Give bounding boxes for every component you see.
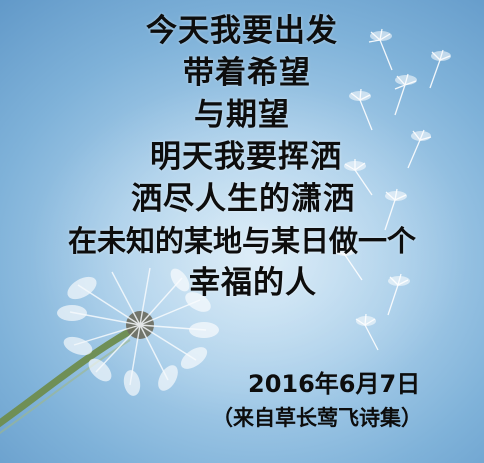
poem-line: 在未知的某地与某日做一个 (67, 224, 416, 258)
poem-text: 今天我要出发 带着希望 与期望 明天我要挥洒 洒尽人生的潇洒 在未知的某地与某日… (0, 10, 484, 304)
dandelion-stem-highlight (0, 339, 131, 435)
poem-line: 带着希望 (183, 55, 311, 91)
poem-source: （来自草长莺飞诗集） (212, 406, 422, 430)
dandelion-stem (0, 326, 136, 428)
seed-tufts (335, 31, 451, 326)
poem-line: 今天我要出发 (146, 13, 338, 49)
poem-date: 2016年6月7日 (248, 370, 421, 398)
poem-line: 洒尽人生的潇洒 (131, 181, 355, 217)
poem-line: 幸福的人 (189, 265, 317, 301)
poem-line: 明天我要挥洒 (150, 139, 342, 175)
poem-line: 与期望 (194, 97, 290, 133)
dandelion-puff (57, 267, 219, 396)
